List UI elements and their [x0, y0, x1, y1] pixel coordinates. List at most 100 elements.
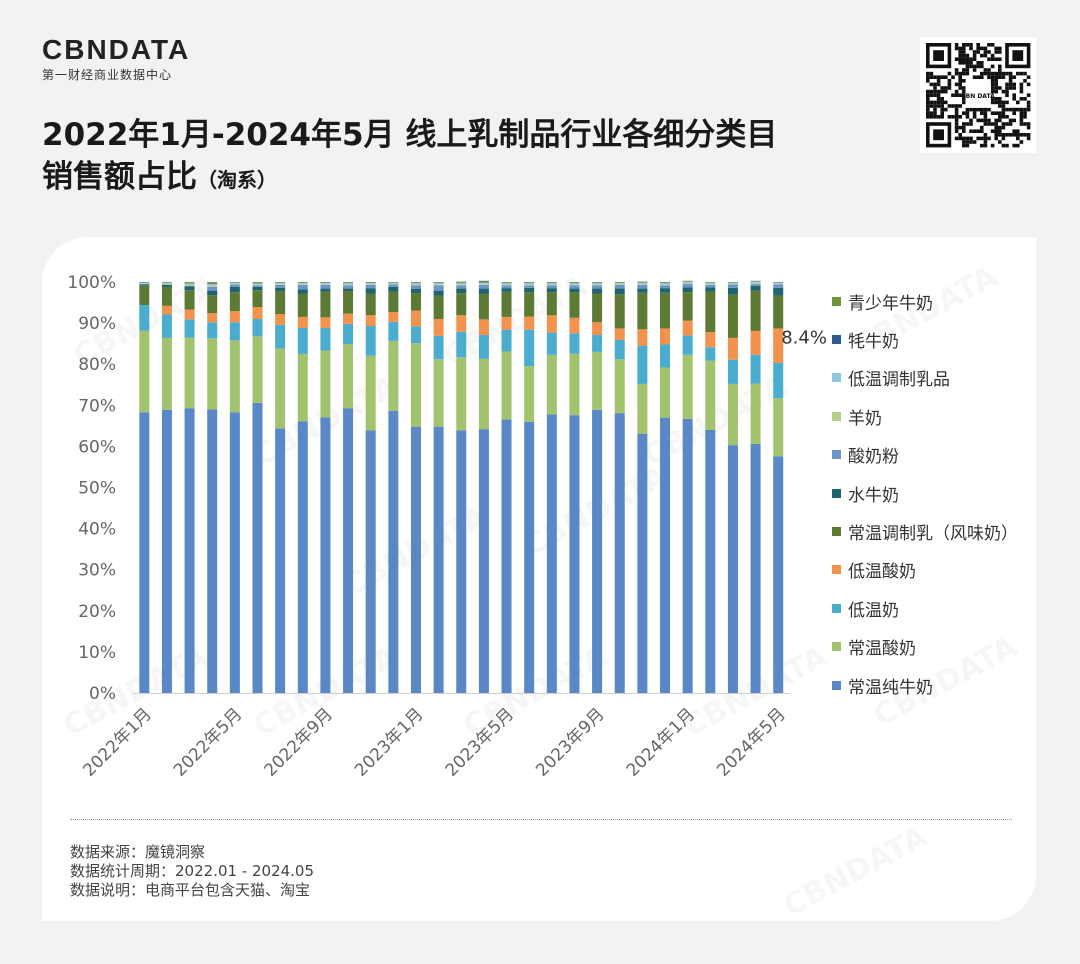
bar-stack — [433, 282, 444, 693]
qr-module — [1005, 107, 1009, 112]
bar-stack — [682, 280, 693, 693]
bar-segment — [433, 285, 444, 291]
bar-segment — [524, 287, 535, 293]
qr-module — [1012, 75, 1016, 79]
qr-module — [980, 118, 984, 123]
bar-segment — [184, 282, 195, 283]
qr-module — [958, 86, 962, 90]
qr-module — [1008, 71, 1013, 76]
bar-segment — [546, 354, 557, 415]
qr-module — [962, 93, 966, 97]
qr-module — [994, 75, 998, 79]
title-line-2: 销售额占比 — [42, 159, 197, 195]
bar-segment — [682, 292, 693, 321]
qr-module — [994, 79, 998, 83]
bar-stack — [343, 282, 354, 693]
qr-module — [983, 71, 988, 76]
qr-module — [976, 136, 980, 141]
qr-module — [990, 100, 995, 105]
qr-module — [976, 50, 980, 54]
legend-item: 水牛奶 — [832, 474, 1018, 512]
qr-module — [1001, 111, 1006, 115]
qr-module — [1012, 129, 1016, 133]
qr-module — [954, 43, 959, 47]
qr-module — [1001, 89, 1006, 94]
bar-segment — [773, 295, 784, 329]
qr-module — [965, 143, 970, 148]
bar-segment — [161, 286, 172, 306]
qr-module — [990, 89, 995, 94]
qr-module — [954, 107, 959, 112]
legend-label: 酸奶粉 — [848, 447, 899, 468]
qr-module — [951, 115, 955, 119]
bar-segment — [161, 409, 172, 693]
bar-segment — [275, 287, 286, 292]
qr-module — [1016, 136, 1020, 141]
qr-module — [958, 75, 962, 79]
qr-module — [983, 133, 988, 137]
bar-segment — [161, 314, 172, 338]
y-tick-label: 100% — [67, 273, 116, 293]
qr-module — [976, 107, 980, 112]
bar-segment — [524, 366, 535, 422]
qr-module — [1026, 122, 1031, 126]
legend-label: 常温酸奶 — [848, 639, 916, 660]
bar-segment — [682, 320, 693, 336]
qr-module — [926, 97, 930, 101]
qr-module — [998, 133, 1002, 137]
legend-swatch — [832, 642, 841, 652]
qr-module — [944, 100, 948, 105]
qr-module — [1019, 122, 1024, 126]
bar-stack — [297, 282, 308, 693]
bar-segment — [546, 292, 557, 316]
qr-module — [947, 86, 952, 90]
qr-module — [954, 111, 959, 115]
bar-segment — [388, 312, 399, 322]
qr-module — [965, 43, 970, 47]
qr-module — [1016, 129, 1020, 133]
bar-segment — [727, 284, 738, 288]
qr-module — [1001, 143, 1006, 148]
qr-module — [954, 122, 959, 126]
legend-swatch — [832, 411, 841, 421]
bar-segment — [456, 293, 467, 316]
qr-module — [1005, 71, 1009, 76]
qr-module — [990, 43, 995, 47]
qr-module — [958, 133, 962, 137]
qr-module — [954, 68, 959, 72]
qr-module — [1026, 125, 1031, 130]
bar-segment — [614, 328, 625, 340]
qr-module — [936, 93, 941, 97]
bar-segment — [456, 430, 467, 693]
qr-module — [940, 107, 944, 112]
bar-segment — [705, 429, 716, 693]
bar-segment — [207, 282, 218, 283]
bar-segment — [297, 293, 308, 317]
qr-module — [969, 140, 973, 144]
bar-segment — [433, 295, 444, 319]
legend-label: 常温调制乳（风味奶） — [848, 524, 1018, 545]
qr-module — [1019, 118, 1024, 123]
bar-segment — [207, 322, 218, 339]
qr-module — [933, 82, 937, 87]
bar-segment — [207, 286, 218, 291]
qr-module — [983, 111, 988, 115]
bar-segment — [750, 281, 761, 283]
bar-segment — [365, 283, 376, 285]
legend-swatch — [832, 527, 841, 537]
qr-module — [990, 122, 995, 126]
qr-finder-core — [933, 50, 944, 61]
qr-module — [987, 107, 991, 112]
bar-segment — [207, 290, 218, 296]
bar-segment — [614, 282, 625, 284]
qr-module — [962, 68, 966, 72]
qr-module — [933, 100, 937, 105]
bar-segment — [524, 282, 535, 285]
qr-module — [980, 75, 984, 79]
bar-segment — [727, 287, 738, 295]
qr-module — [965, 115, 970, 119]
bar-stack — [229, 282, 240, 693]
bar-segment — [569, 282, 580, 285]
qr-module — [926, 107, 930, 112]
bar-segment — [546, 288, 557, 293]
